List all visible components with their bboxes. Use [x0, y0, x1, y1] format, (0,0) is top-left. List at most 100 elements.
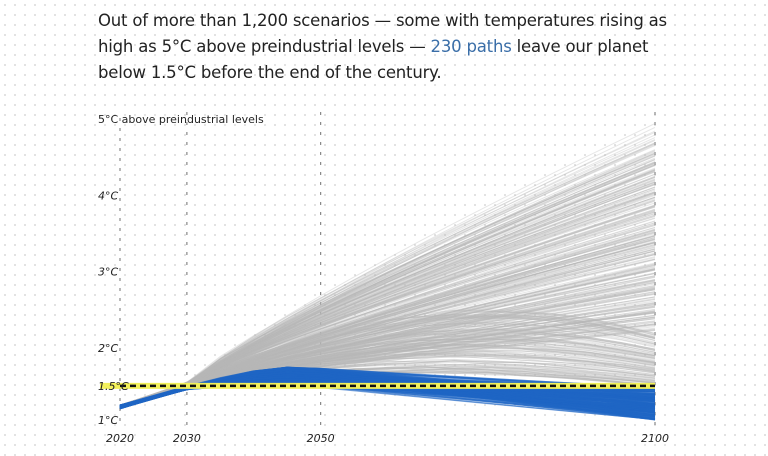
gray-scenario-line — [119, 131, 656, 408]
gray-scenario-line — [119, 235, 656, 406]
gray-scenario-line — [119, 205, 656, 407]
gray-scenario-line — [119, 256, 656, 408]
gray-scenario-line — [119, 254, 656, 408]
gray-scenario-line — [119, 191, 656, 409]
gray-scenario-line — [119, 285, 656, 407]
gray-scenario-line — [119, 289, 656, 407]
intro-highlight: 230 paths — [430, 37, 512, 56]
gray-scenario-line — [119, 309, 656, 407]
gray-scenario-line — [119, 264, 656, 406]
gray-scenario-line — [119, 316, 656, 408]
gray-scenario-line — [119, 224, 656, 409]
gray-scenario-line — [119, 250, 656, 408]
x-tick-label: 2100 — [641, 432, 669, 445]
gray-scenario-line — [119, 130, 656, 408]
gray-scenario-line — [119, 315, 656, 406]
gray-scenario-line — [119, 344, 656, 406]
gray-scenario-line — [119, 165, 656, 408]
gray-scenario-line — [119, 336, 656, 408]
y-tick-label: 1°C — [98, 414, 118, 427]
gray-scenario-line — [119, 341, 656, 408]
gray-scenario-line — [119, 206, 656, 406]
gray-scenario-line — [119, 181, 656, 408]
gray-scenario-line — [119, 213, 656, 406]
gray-scenario-line — [119, 227, 656, 409]
gray-scenario-line — [119, 208, 656, 409]
gray-scenario-line — [119, 296, 656, 406]
gray-scenario-line — [119, 269, 656, 407]
gray-scenario-line — [119, 258, 656, 408]
gray-scenario-line — [119, 268, 656, 407]
gray-scenario-line — [119, 312, 656, 407]
y-tick-label: 4°C — [98, 189, 118, 202]
gray-scenario-line — [119, 322, 656, 409]
gray-scenario-line — [119, 273, 656, 409]
gray-scenario-line — [119, 241, 656, 409]
gray-scenario-line — [119, 316, 656, 409]
gray-scenario-line — [119, 313, 656, 408]
gray-scenario-line — [119, 169, 656, 406]
gray-scenario-line — [119, 327, 656, 406]
gray-scenario-line — [119, 288, 656, 409]
gray-scenario-line — [119, 222, 656, 407]
gray-scenario-line — [119, 223, 656, 407]
gray-scenario-line — [119, 211, 656, 408]
gray-scenario-line — [119, 178, 656, 407]
gray-scenario-line — [119, 306, 656, 409]
gray-scenario-line — [119, 254, 656, 408]
gray-scenario-line — [119, 231, 656, 409]
gray-scenario-line — [119, 316, 656, 407]
gray-scenario-line — [119, 213, 656, 407]
gray-scenario-line — [119, 328, 656, 409]
gray-scenario-line — [119, 192, 656, 406]
gray-scenario-line — [119, 244, 656, 407]
gray-scenario-line — [119, 153, 656, 409]
gray-scenario-line — [119, 311, 656, 407]
gray-scenario-line — [119, 162, 656, 406]
gray-scenario-line — [119, 314, 656, 408]
gray-scenario-line — [119, 312, 656, 409]
gray-scenario-line — [119, 293, 656, 408]
y-axis: 1°C 1.5°C 2°C 3°C 4°C 5°C above preindustrial… — [98, 113, 264, 427]
gray-scenario-line — [119, 155, 656, 408]
gray-scenario-line — [119, 320, 656, 408]
gray-scenario-line — [119, 328, 656, 407]
gray-scenario-line — [119, 196, 656, 409]
gray-scenario-line — [119, 309, 656, 408]
gray-scenario-line — [119, 223, 656, 407]
gray-scenario-line — [119, 158, 656, 409]
gray-scenario-line — [119, 143, 656, 406]
gray-scenario-line — [119, 209, 656, 408]
gray-scenario-line — [119, 289, 656, 408]
gray-scenario-line — [119, 287, 656, 409]
gray-scenario-line — [119, 134, 656, 408]
gray-scenario-line — [119, 241, 656, 406]
gray-scenario-line — [119, 143, 656, 408]
gray-scenario-line — [119, 338, 656, 408]
gray-scenario-line — [119, 244, 656, 408]
gray-scenario-line — [119, 292, 656, 408]
gray-scenario-line — [119, 282, 656, 407]
gray-scenario-line — [119, 238, 656, 409]
gray-scenario-line — [119, 220, 656, 407]
gray-scenario-line — [119, 246, 656, 409]
gray-scenario-line — [119, 288, 656, 408]
gray-scenario-line — [119, 241, 656, 407]
gray-scenario-line — [119, 170, 656, 406]
gray-scenario-line — [119, 142, 656, 409]
gray-scenario-line — [119, 236, 656, 408]
gray-scenario-line — [119, 266, 656, 406]
gray-scenario-line — [119, 167, 656, 407]
gray-scenario-line — [119, 164, 656, 407]
gray-scenario-line — [119, 268, 656, 409]
gray-scenario-line — [119, 175, 656, 409]
gray-scenario-line — [119, 186, 656, 408]
gray-scenario-line — [119, 244, 656, 408]
intro-after: leave our planet below 1.5°C before the … — [98, 37, 649, 82]
gray-scenario-line — [119, 181, 656, 408]
gray-scenario-line — [119, 162, 656, 409]
gray-scenario-line — [119, 194, 656, 406]
gray-scenario-line — [119, 333, 656, 408]
gray-scenario-line — [119, 248, 656, 408]
gray-scenario-line — [119, 204, 656, 409]
